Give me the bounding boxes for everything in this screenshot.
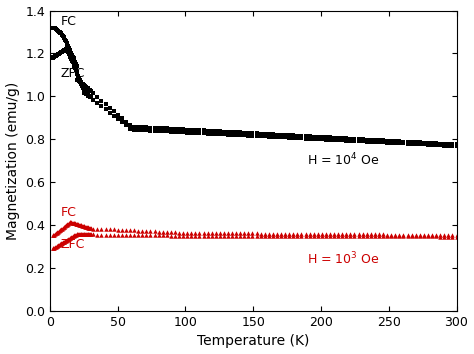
Text: ZFC: ZFC — [61, 67, 85, 80]
Y-axis label: Magnetization (emu/g): Magnetization (emu/g) — [6, 82, 19, 240]
Text: H = 10$^{4}$ Oe: H = 10$^{4}$ Oe — [308, 152, 380, 168]
Text: H = 10$^{3}$ Oe: H = 10$^{3}$ Oe — [308, 250, 380, 267]
Text: FC: FC — [61, 206, 77, 218]
Text: FC: FC — [61, 15, 77, 28]
Text: ZFC: ZFC — [61, 238, 85, 251]
X-axis label: Temperature (K): Temperature (K) — [197, 335, 310, 348]
